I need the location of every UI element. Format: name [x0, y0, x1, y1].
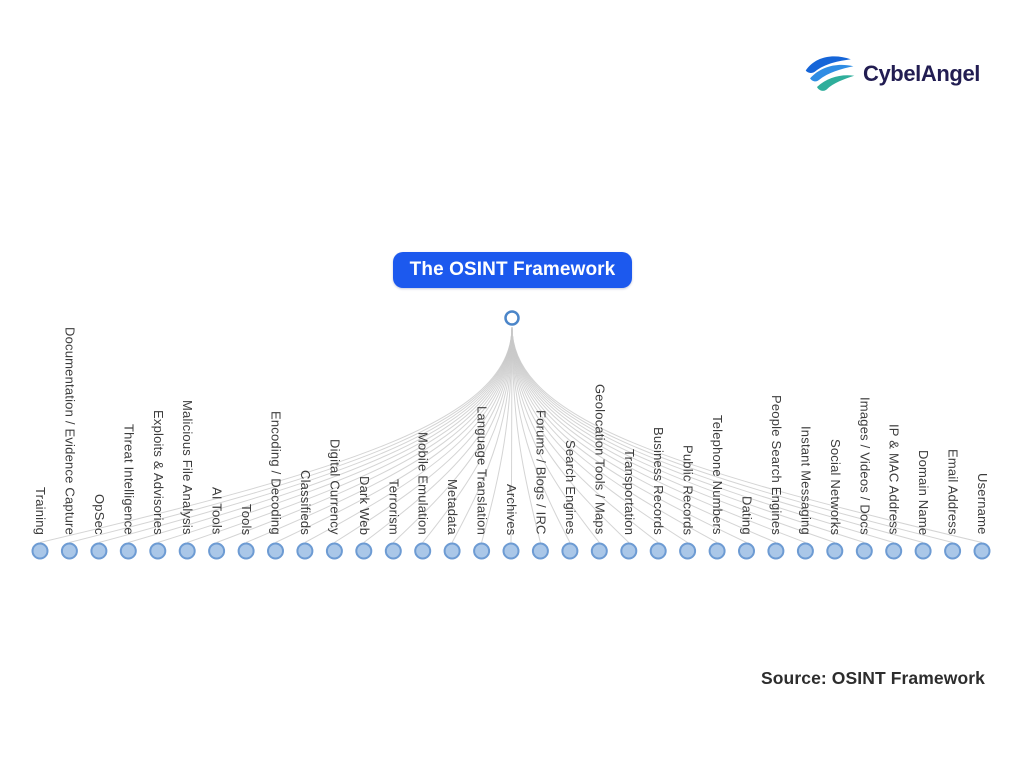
tree-node[interactable]: [590, 542, 608, 560]
tree-node[interactable]: [561, 542, 579, 560]
node-label: Domain Name: [916, 449, 932, 535]
tree-node[interactable]: [826, 542, 844, 560]
tree-node[interactable]: [384, 542, 402, 560]
tree-node[interactable]: [443, 542, 461, 560]
tree-node[interactable]: [973, 542, 991, 560]
tree-node[interactable]: [414, 542, 432, 560]
link-line: [304, 326, 513, 543]
wing-icon: [805, 56, 855, 91]
node-label: OpSec: [91, 494, 107, 535]
node-label: Terrorism: [386, 479, 402, 535]
tree-node[interactable]: [914, 542, 932, 560]
tree-node[interactable]: [620, 542, 638, 560]
link-line: [511, 326, 865, 543]
tree-node[interactable]: [649, 542, 667, 560]
diagram-title: The OSINT Framework: [409, 259, 616, 280]
tree-node[interactable]: [708, 542, 726, 560]
node-label: Forums / Blogs / IRC: [533, 410, 549, 535]
tree-node[interactable]: [796, 542, 814, 560]
tree-node[interactable]: [855, 542, 873, 560]
node-label: Mobile Emulation: [415, 432, 431, 535]
node-label: Username: [975, 473, 990, 535]
link-line: [275, 326, 513, 543]
root-node[interactable]: [504, 310, 520, 326]
tree-node[interactable]: [267, 542, 284, 560]
node-label: Geolocation Tools / Maps: [592, 384, 608, 535]
tree-node[interactable]: [90, 542, 108, 560]
node-label: Instant Messaging: [798, 426, 814, 535]
tree-node[interactable]: [531, 542, 549, 560]
node-label: Archives: [504, 483, 519, 535]
tree-node[interactable]: [119, 542, 137, 560]
node-label: Dating: [739, 496, 755, 535]
node-label: Transportation: [621, 448, 637, 535]
node-label: Social Networks: [827, 438, 843, 535]
tree-node[interactable]: [60, 542, 78, 560]
link-line: [511, 326, 983, 543]
tree-node[interactable]: [679, 542, 697, 560]
link-line: [216, 326, 513, 543]
tree-node[interactable]: [738, 542, 755, 560]
tree-node[interactable]: [473, 542, 491, 560]
node-label: Threat Intelligence: [121, 424, 137, 535]
node-label: Classifieds: [297, 469, 313, 535]
tree-node[interactable]: [237, 542, 255, 560]
link-line: [39, 326, 513, 543]
link-line: [363, 326, 513, 543]
tree-node[interactable]: [944, 542, 962, 560]
brand-logo: CybelAngel: [804, 52, 980, 96]
link-line: [98, 326, 513, 543]
node-label: Email Address: [945, 449, 961, 535]
link-line: [69, 326, 513, 543]
brand-name: CybelAngel: [862, 61, 980, 86]
node-label: Digital Currency: [327, 439, 343, 535]
tree-node[interactable]: [296, 542, 314, 560]
node-label: Training: [33, 486, 48, 535]
node-label: Documentation / Evidence Capture: [62, 326, 78, 535]
node-label: Encoding / Decoding: [268, 411, 284, 535]
link-line: [511, 326, 541, 543]
diagram-title-badge: The OSINT Framework: [393, 252, 632, 288]
tree-node[interactable]: [355, 542, 373, 560]
tree-node[interactable]: [325, 542, 343, 560]
node-label: Public Records: [680, 444, 696, 535]
tree-node[interactable]: [178, 542, 196, 560]
node-label: Metadata: [445, 479, 461, 535]
node-label: Malicious File Analysis: [180, 400, 196, 535]
node-label: Business Records: [651, 427, 667, 535]
node-label: Images / Videos / Docs: [857, 397, 873, 535]
node-label: Search Engines: [562, 440, 578, 535]
node-label: People Search Engines: [768, 394, 784, 535]
node-label: Dark Web: [356, 475, 372, 535]
link-line: [334, 326, 513, 543]
tree-node[interactable]: [767, 542, 785, 560]
tree-node[interactable]: [502, 542, 520, 560]
link-line: [511, 326, 571, 543]
link-line: [245, 326, 513, 543]
tree-node[interactable]: [885, 542, 903, 560]
link-line: [511, 326, 777, 543]
node-label: Language Translation: [474, 405, 490, 535]
source-caption: Source: OSINT Framework: [760, 668, 985, 688]
link-line: [187, 326, 513, 543]
link-line: [128, 326, 513, 543]
tree-node[interactable]: [149, 542, 167, 560]
node-label: Exploits & Advisories: [150, 410, 166, 535]
node-label: IP & MAC Address: [886, 424, 902, 535]
node-label: AI Tools: [209, 487, 225, 535]
tree-node[interactable]: [208, 542, 226, 560]
node-label: Tools: [239, 503, 255, 535]
tree-node[interactable]: [31, 542, 49, 560]
node-label: Telephone Numbers: [710, 415, 726, 535]
